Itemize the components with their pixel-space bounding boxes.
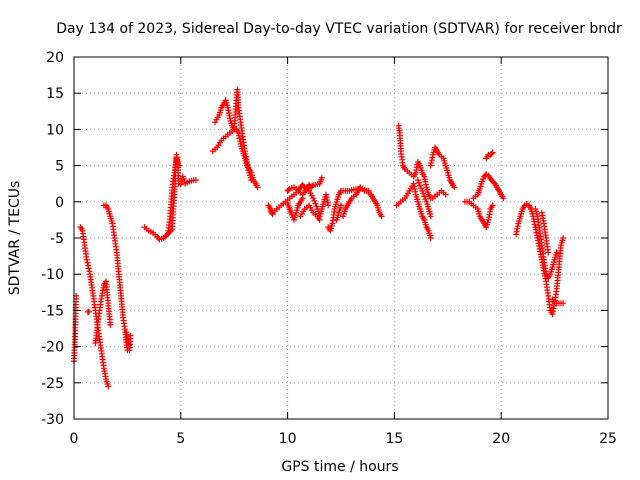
data-point (85, 265, 92, 272)
data-point (489, 149, 496, 156)
data-point (127, 332, 134, 339)
y-tick-label: -15 (41, 303, 64, 319)
data-point (553, 249, 560, 256)
data-point (318, 174, 325, 181)
data-point (442, 191, 449, 198)
data-point (285, 186, 292, 193)
y-tick-label: 5 (55, 159, 64, 175)
data-point (299, 195, 306, 202)
y-tick-label: -10 (41, 267, 64, 283)
y-tick-label: -25 (41, 376, 64, 392)
data-point (378, 213, 385, 220)
y-tick-label: 15 (46, 86, 64, 102)
data-point (155, 235, 162, 241)
data-point (427, 235, 434, 241)
data-point (422, 196, 429, 203)
data-point (451, 184, 458, 191)
y-tick-label: 0 (55, 195, 64, 211)
data-point (105, 383, 112, 390)
data-point (192, 177, 199, 184)
data-point (417, 182, 423, 189)
data-point (311, 197, 318, 204)
x-tick-label: 10 (279, 431, 297, 447)
data-point (545, 249, 552, 256)
data-point (269, 211, 276, 218)
data-point (309, 183, 316, 190)
data-point (560, 300, 567, 307)
data-point (416, 179, 422, 186)
data-point (421, 193, 428, 200)
data-point (427, 213, 434, 220)
data-point (418, 185, 425, 192)
data-point (419, 187, 426, 194)
data-point (338, 202, 344, 209)
chart-title: Day 134 of 2023, Sidereal Day-to-day VTE… (56, 21, 622, 37)
data-point (489, 202, 496, 209)
data-point (365, 187, 372, 194)
x-tick-label: 25 (599, 431, 617, 447)
data-point (248, 177, 255, 184)
data-point (83, 256, 90, 263)
y-tick-label: 10 (46, 122, 64, 138)
x-tick-label: 0 (70, 431, 79, 447)
data-point (313, 203, 320, 210)
x-tick-label: 20 (492, 431, 510, 447)
tick-labels-layer: -30 -25 -20 -15 -10 -5 0 5 10 15 20 0 5 10 15 20 25 (41, 50, 617, 447)
y-tick-label: -30 (41, 412, 64, 428)
x-tick-label: 5 (176, 431, 185, 447)
data-point (316, 216, 323, 223)
data-point (488, 150, 495, 157)
data-points-layer (71, 86, 567, 390)
data-point (414, 177, 421, 184)
x-tick-label: 15 (385, 431, 403, 447)
y-tick-label: 20 (46, 50, 64, 66)
x-axis-title: GPS time / hours (281, 459, 398, 475)
data-point (310, 195, 317, 202)
data-point (107, 321, 114, 328)
data-point (300, 183, 307, 190)
y-axis-title: SDTVAR / TECUs (7, 181, 23, 296)
data-point (254, 184, 261, 191)
y-tick-label: -20 (41, 340, 64, 356)
ticks-layer (73, 56, 609, 420)
data-point (175, 162, 182, 169)
grid-layer (74, 57, 608, 419)
y-tick-label: -5 (50, 231, 64, 247)
data-point (539, 212, 546, 219)
data-point (560, 235, 567, 241)
data-point (420, 190, 427, 197)
data-point (86, 308, 92, 315)
data-point (500, 195, 507, 202)
data-point (325, 202, 332, 209)
data-point (312, 200, 319, 207)
